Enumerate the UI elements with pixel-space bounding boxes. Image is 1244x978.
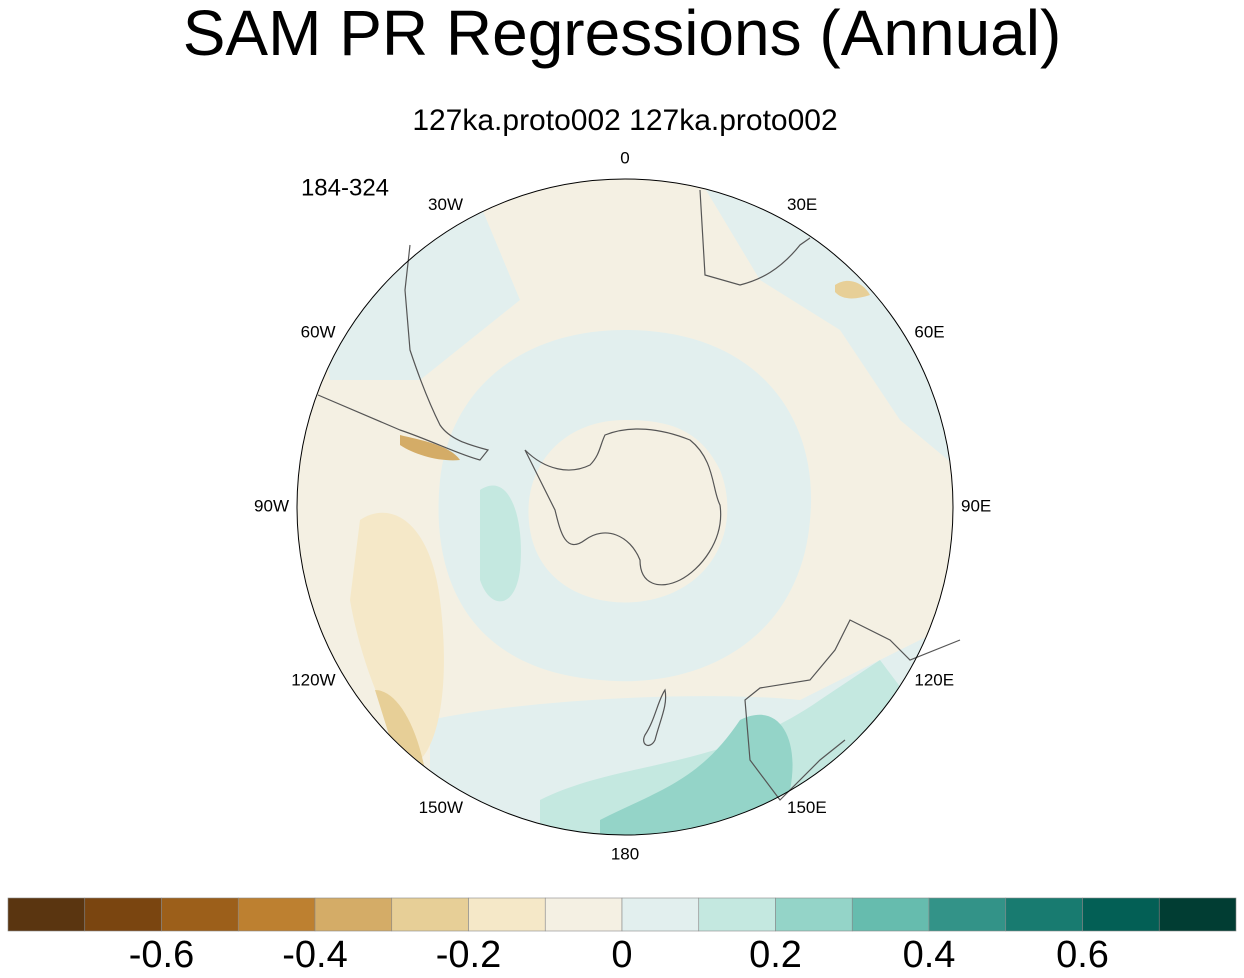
colorbar-swatch <box>314 897 393 932</box>
colorbar-swatch <box>7 897 86 932</box>
colorbar-label: -0.6 <box>129 934 194 976</box>
colorbar-swatch <box>161 897 239 932</box>
colorbar-label: -0.4 <box>282 934 347 976</box>
longitude-label: 120E <box>914 670 954 689</box>
map-field <box>297 179 953 835</box>
longitude-label: 90E <box>961 496 991 515</box>
colorbar-swatch <box>928 897 1007 932</box>
colorbar-swatch <box>1082 897 1160 932</box>
longitude-label: 150E <box>787 798 827 817</box>
title: SAM PR Regressions (Annual) <box>183 0 1062 69</box>
colorbar-swatch <box>237 897 316 932</box>
longitude-label: 90W <box>254 496 289 515</box>
colorbar-swatch <box>775 897 853 932</box>
colorbar-swatch <box>391 897 469 932</box>
colorbar-swatch <box>468 897 546 932</box>
longitude-label: 60E <box>914 322 944 341</box>
colorbar-label: 0.6 <box>1056 934 1109 976</box>
colorbar-swatch <box>621 897 700 932</box>
colorbar-label: 0.4 <box>903 934 956 976</box>
colorbar-swatch <box>851 897 930 932</box>
colorbar-swatch <box>544 897 623 932</box>
longitude-label: 30E <box>787 195 817 214</box>
colorbar-label: 0 <box>611 934 632 976</box>
longitude-label: 30W <box>428 195 463 214</box>
longitude-label: 120W <box>291 670 335 689</box>
map-border <box>296 178 954 836</box>
longitude-label: 0 <box>620 148 629 167</box>
colorbar-swatch <box>1158 897 1237 932</box>
subtitle: 127ka.proto002 127ka.proto002 <box>412 104 837 137</box>
longitude-label: 180 <box>611 844 639 863</box>
period-label: 184-324 <box>301 174 389 201</box>
colorbar-swatch <box>1005 897 1083 932</box>
longitude-label: 150W <box>419 798 463 817</box>
coastlines <box>317 189 961 801</box>
colorbar-swatch <box>698 897 776 932</box>
longitude-label: 60W <box>301 322 336 341</box>
colorbar-label: 0.2 <box>749 934 802 976</box>
colorbar-swatch <box>84 897 162 932</box>
colorbar-label: -0.2 <box>436 934 501 976</box>
